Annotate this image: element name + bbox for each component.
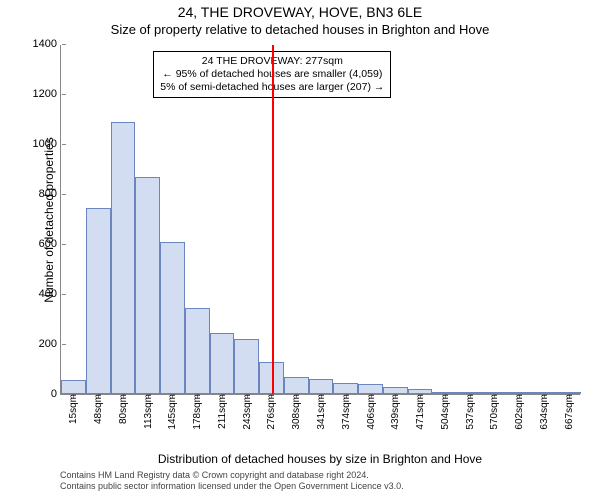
y-tick-label: 1000 <box>33 138 61 150</box>
y-tick-label: 600 <box>39 238 61 250</box>
marker-line <box>272 45 274 394</box>
histogram-bar <box>309 379 334 394</box>
x-tick-label: 537sqm <box>465 394 476 430</box>
histogram-bar <box>383 387 408 395</box>
y-tick-label: 1400 <box>33 38 61 50</box>
histogram-bar <box>86 208 111 394</box>
x-tick-label: 471sqm <box>415 394 426 430</box>
x-tick-label: 80sqm <box>118 394 129 424</box>
chart-plot-area: Number of detached properties 24 THE DRO… <box>60 45 580 395</box>
x-tick-label: 308sqm <box>291 394 302 430</box>
x-tick-label: 634sqm <box>539 394 550 430</box>
page-title: 24, THE DROVEWAY, HOVE, BN3 6LE <box>0 4 600 20</box>
y-axis-label: Number of detached properties <box>42 137 56 302</box>
histogram-bar <box>284 377 309 395</box>
x-tick-label: 276sqm <box>266 394 277 430</box>
x-tick-label: 211sqm <box>217 394 228 429</box>
x-tick-label: 602sqm <box>514 394 525 430</box>
x-tick-label: 341sqm <box>316 394 327 430</box>
x-tick-label: 178sqm <box>192 394 203 430</box>
y-tick-label: 800 <box>39 188 61 200</box>
y-tick-label: 400 <box>39 288 61 300</box>
x-tick-label: 243sqm <box>242 394 253 430</box>
x-tick-label: 145sqm <box>167 394 178 430</box>
x-tick-label: 406sqm <box>366 394 377 430</box>
x-tick-label: 48sqm <box>93 394 104 424</box>
histogram-bar <box>210 333 235 394</box>
attribution-line1: Contains HM Land Registry data © Crown c… <box>60 470 580 481</box>
y-tick-label: 0 <box>51 388 61 400</box>
histogram-bar <box>135 177 160 395</box>
histogram-bar <box>160 242 185 395</box>
x-axis-label: Distribution of detached houses by size … <box>60 452 580 466</box>
x-tick-label: 374sqm <box>341 394 352 430</box>
x-tick-label: 113sqm <box>143 394 154 429</box>
histogram-bar <box>333 383 358 394</box>
histogram-bar <box>61 380 86 394</box>
x-tick-label: 667sqm <box>564 394 575 430</box>
x-tick-label: 570sqm <box>489 394 500 430</box>
page-subtitle: Size of property relative to detached ho… <box>0 22 600 37</box>
y-tick-label: 200 <box>39 338 61 350</box>
x-tick-label: 439sqm <box>390 394 401 430</box>
x-tick-label: 15sqm <box>68 394 79 424</box>
attribution: Contains HM Land Registry data © Crown c… <box>60 470 580 493</box>
histogram-bar <box>234 339 259 394</box>
attribution-line2: Contains public sector information licen… <box>60 481 580 492</box>
y-tick-label: 1200 <box>33 88 61 100</box>
x-tick-label: 504sqm <box>440 394 451 430</box>
histogram-bar <box>358 384 383 394</box>
histogram-bar <box>185 308 210 394</box>
histogram-bar <box>111 122 136 395</box>
